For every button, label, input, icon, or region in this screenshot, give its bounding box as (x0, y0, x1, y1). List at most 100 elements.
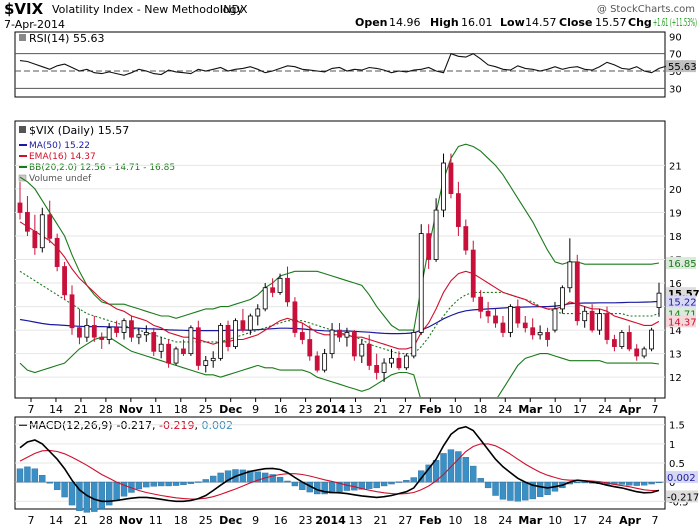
candle-body (277, 277, 283, 293)
symbol: $VIX (4, 0, 44, 18)
rsi-title: RSI(14) 55.63 (29, 32, 104, 45)
chg-label: Chg (628, 16, 652, 29)
price-xtick-label: Nov (119, 403, 144, 416)
macd-hist-bar (522, 481, 529, 501)
macd-hist-bar (648, 481, 655, 485)
candle-body (218, 324, 224, 359)
price-ytick: 14 (669, 326, 682, 337)
macd-hist-bar (284, 480, 291, 483)
rsi-current-box (666, 60, 696, 73)
price-ytick: 18 (669, 232, 682, 243)
candle-body (114, 327, 119, 333)
rsi-line (19, 53, 667, 76)
macd-hist-bar (202, 479, 209, 483)
candle-body (515, 306, 521, 324)
price-legend: $VIX (Daily) 15.57 MA(50) 15.22 EMA(16) … (18, 124, 175, 184)
price-xtick-label: 18 (473, 403, 487, 416)
macd-hist-bar (157, 481, 165, 487)
price-right-label: 16.85 (668, 259, 697, 270)
candle-body (634, 348, 640, 357)
macd-hist-bar (120, 481, 128, 497)
candle-body (426, 233, 432, 260)
macd-legend: MACD(12,26,9) -0.217, -0.219, 0.002 (19, 419, 233, 432)
macd-hist-bar (536, 481, 544, 497)
candle-body (225, 324, 231, 347)
macd-xtick-label: 27 (398, 514, 412, 527)
macd-line (19, 425, 660, 503)
candle-body (255, 308, 261, 317)
rsi-ytick: 90 (669, 32, 682, 43)
candle-body (448, 162, 454, 195)
candle-body (567, 261, 573, 289)
macd-xtick-label: 21 (74, 514, 88, 527)
candle-body (433, 209, 439, 260)
high-label: High (430, 16, 459, 29)
macd-hist-bar (640, 481, 648, 486)
candle-body (604, 313, 610, 340)
price-ytick: 16 (669, 279, 682, 290)
macd-hist-bar (529, 481, 536, 500)
macd-xtick-label: 23 (299, 514, 313, 527)
price-layer: 1213141516171819202115.5715.2214.7114.37… (15, 143, 700, 397)
candle-body (307, 339, 313, 357)
candle-body (619, 332, 625, 347)
macd-sep-1: , (152, 419, 159, 432)
price-xtick-label: 10 (448, 403, 462, 416)
macd-hist-bar (395, 481, 403, 483)
macd-hist-bar (113, 481, 120, 501)
price-xtick-label: Apr (619, 403, 641, 416)
macd-hist-bar (150, 481, 157, 487)
macd-hist-bar (76, 481, 83, 512)
price-xtick-label: 2014 (315, 403, 346, 416)
candle-body (166, 343, 172, 364)
rsi-ytick: 30 (669, 84, 682, 95)
price-xtick-label: 24 (598, 403, 612, 416)
price-xtick-label: 16 (274, 403, 288, 416)
macd-xtick-label: 17 (573, 514, 587, 527)
macd-hist-bar (403, 480, 410, 483)
macd-xtick-label: 28 (99, 514, 113, 527)
candle-body (612, 339, 617, 347)
candle-body (455, 193, 461, 227)
price-right-label: 14.71 (668, 309, 697, 320)
bb-legend-label: BB(20,2.0) 12.56 - 14.71 - 16.85 (29, 163, 175, 173)
candle-body (151, 332, 157, 352)
candle-body (136, 334, 142, 338)
price-right-box (666, 257, 696, 270)
candle-body (470, 249, 476, 298)
candle-body (493, 315, 498, 324)
macd-indicator-label: MACD(12,26,9) (29, 419, 113, 432)
macd-hist-bar (373, 481, 380, 489)
macd-hist-bar (53, 481, 61, 490)
low-label: Low (500, 16, 525, 29)
candle-body (32, 230, 38, 249)
macd-xtick-label: 25 (199, 514, 213, 527)
candle-body (181, 348, 186, 355)
macd-hist-bar (321, 481, 328, 495)
candle-body (641, 348, 647, 357)
volume-legend-label: Volume undef (29, 174, 92, 184)
macd-hist-bar (626, 481, 633, 486)
chart-date: 7-Apr-2014 (4, 18, 65, 31)
price-title: $VIX (Daily) 15.57 (29, 124, 129, 137)
macd-hist-bar (440, 453, 447, 483)
macd-hist-bar (254, 471, 261, 483)
macd-xtick-label: 24 (498, 514, 512, 527)
candle-body (500, 322, 506, 333)
open-value: 14.96 (389, 16, 421, 29)
rsi-current-label: 55.63 (668, 62, 697, 73)
macd-hist-bar (239, 469, 247, 483)
candle-body (337, 329, 342, 338)
macd-hist-bar (462, 457, 470, 483)
price-xtick-label: 24 (498, 403, 512, 416)
rsi-legend-swatch (19, 34, 26, 41)
candle-body (84, 324, 90, 338)
rsi-legend: RSI(14) 55.63 (19, 32, 104, 45)
macd-xtick-label: 7 (28, 514, 35, 527)
macd-hist-bar (410, 477, 418, 483)
candle-body (530, 327, 536, 336)
macd-right-box (666, 490, 698, 503)
price-right-label: 14.37 (668, 317, 697, 328)
macd-hist-bar (172, 481, 180, 486)
price-right-box (666, 295, 696, 308)
